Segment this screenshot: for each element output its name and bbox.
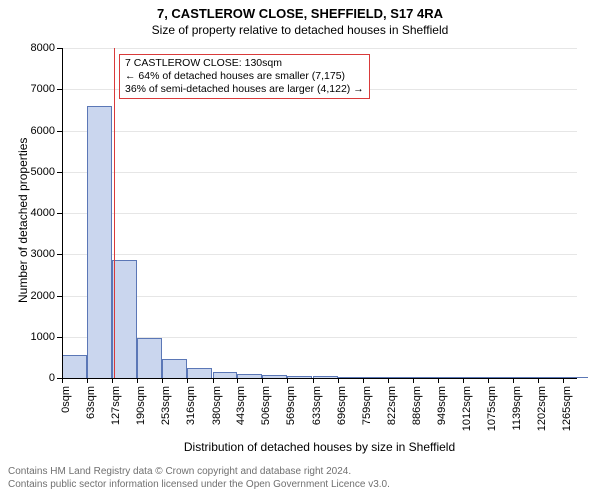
annotation-box: 7 CASTLEROW CLOSE: 130sqm← 64% of detach… — [119, 54, 370, 99]
x-tick-label: 380sqm — [211, 386, 223, 425]
x-tick — [538, 378, 539, 383]
x-tick-label: 759sqm — [361, 386, 373, 425]
x-tick — [488, 378, 489, 383]
y-tick-label: 8000 — [31, 42, 62, 54]
y-tick-label: 6000 — [31, 125, 62, 137]
x-tick — [62, 378, 63, 383]
y-axis — [62, 48, 63, 378]
annotation-line: 36% of semi-detached houses are larger (… — [125, 83, 364, 96]
x-tick-label: 506sqm — [260, 386, 272, 425]
x-tick — [563, 378, 564, 383]
histogram-bar — [187, 368, 212, 378]
grid-line — [62, 48, 577, 49]
x-tick — [363, 378, 364, 383]
x-tick-label: 63sqm — [85, 386, 97, 419]
x-axis — [62, 378, 577, 379]
x-tick — [162, 378, 163, 383]
x-tick-label: 696sqm — [336, 386, 348, 425]
grid-line — [62, 254, 577, 255]
x-tick — [87, 378, 88, 383]
x-tick-label: 1265sqm — [561, 386, 573, 431]
annotation-line: ← 64% of detached houses are smaller (7,… — [125, 70, 364, 83]
x-tick-label: 0sqm — [60, 386, 72, 413]
y-tick-label: 0 — [49, 372, 62, 384]
reference-line — [114, 48, 115, 378]
x-tick — [213, 378, 214, 383]
page-title: 7, CASTLEROW CLOSE, SHEFFIELD, S17 4RA — [0, 0, 600, 23]
grid-line — [62, 131, 577, 132]
x-tick — [513, 378, 514, 383]
footer-line-1: Contains HM Land Registry data © Crown c… — [8, 466, 600, 479]
x-tick — [262, 378, 263, 383]
x-tick-label: 569sqm — [285, 386, 297, 425]
grid-line — [62, 172, 577, 173]
attribution-footer: Contains HM Land Registry data © Crown c… — [0, 466, 600, 491]
footer-line-2: Contains public sector information licen… — [8, 479, 600, 492]
y-tick-label: 7000 — [31, 83, 62, 95]
x-tick — [388, 378, 389, 383]
x-tick — [338, 378, 339, 383]
x-tick — [463, 378, 464, 383]
y-tick-label: 1000 — [31, 331, 62, 343]
grid-line — [62, 213, 577, 214]
x-tick-label: 1139sqm — [511, 386, 523, 430]
y-tick-label: 3000 — [31, 248, 62, 260]
x-tick-label: 822sqm — [386, 386, 398, 425]
x-tick-label: 316sqm — [185, 386, 197, 425]
x-tick-label: 1202sqm — [536, 386, 548, 431]
x-tick — [413, 378, 414, 383]
x-tick-label: 443sqm — [235, 386, 247, 425]
x-tick — [137, 378, 138, 383]
annotation-line: 7 CASTLEROW CLOSE: 130sqm — [125, 57, 364, 70]
x-tick-label: 633sqm — [311, 386, 323, 425]
x-axis-label: Distribution of detached houses by size … — [62, 440, 577, 454]
x-tick-label: 1012sqm — [461, 386, 473, 431]
x-tick-label: 190sqm — [135, 386, 147, 425]
x-tick — [112, 378, 113, 383]
x-tick-label: 253sqm — [160, 386, 172, 425]
histogram-bar — [162, 359, 187, 378]
x-tick — [187, 378, 188, 383]
histogram-bar — [112, 260, 137, 378]
x-tick-label: 1075sqm — [486, 386, 498, 431]
x-tick-label: 886sqm — [411, 386, 423, 425]
y-axis-label: Number of detached properties — [16, 138, 30, 303]
histogram-bar — [87, 106, 112, 378]
x-tick — [313, 378, 314, 383]
page-subtitle: Size of property relative to detached ho… — [0, 23, 600, 37]
x-tick — [287, 378, 288, 383]
y-tick-label: 4000 — [31, 207, 62, 219]
x-tick — [237, 378, 238, 383]
y-tick-label: 2000 — [31, 290, 62, 302]
histogram-bar — [62, 355, 87, 379]
x-tick-label: 949sqm — [436, 386, 448, 425]
x-tick-label: 127sqm — [110, 386, 122, 425]
y-tick-label: 5000 — [31, 166, 62, 178]
x-tick — [438, 378, 439, 383]
grid-line — [62, 296, 577, 297]
histogram-bar — [137, 338, 162, 378]
